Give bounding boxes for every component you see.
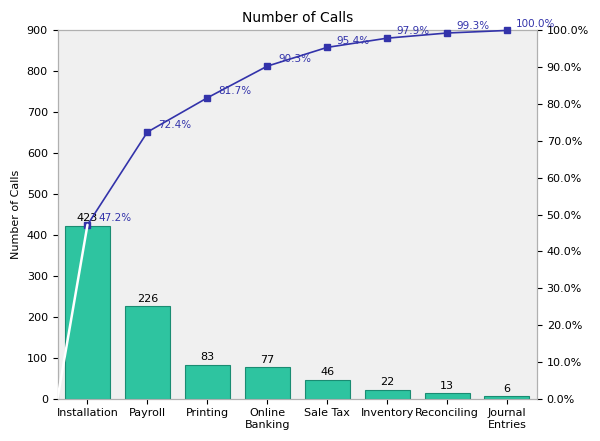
Bar xyxy=(365,389,410,399)
Y-axis label: Number of Calls: Number of Calls xyxy=(11,170,21,259)
Bar xyxy=(484,396,529,399)
Text: 47.2%: 47.2% xyxy=(98,213,131,223)
Bar xyxy=(305,380,350,399)
Text: 72.4%: 72.4% xyxy=(158,120,191,130)
Bar xyxy=(185,365,230,399)
Bar xyxy=(425,393,470,399)
Text: 226: 226 xyxy=(137,294,158,304)
Text: 83: 83 xyxy=(200,352,214,362)
Text: 81.7%: 81.7% xyxy=(218,86,251,96)
Text: 99.3%: 99.3% xyxy=(456,21,489,31)
Text: 100.0%: 100.0% xyxy=(516,19,556,29)
Bar xyxy=(245,367,290,399)
Bar xyxy=(125,306,170,399)
Text: 6: 6 xyxy=(503,384,511,394)
Text: 46: 46 xyxy=(320,367,334,377)
Title: Number of Calls: Number of Calls xyxy=(242,11,353,25)
Text: 22: 22 xyxy=(380,377,394,387)
Bar xyxy=(65,225,110,399)
Text: 423: 423 xyxy=(77,213,98,223)
Text: 90.3%: 90.3% xyxy=(278,54,311,64)
Text: 77: 77 xyxy=(260,355,274,365)
Text: 97.9%: 97.9% xyxy=(396,26,429,36)
Text: 13: 13 xyxy=(440,381,454,391)
Text: 95.4%: 95.4% xyxy=(336,36,369,45)
